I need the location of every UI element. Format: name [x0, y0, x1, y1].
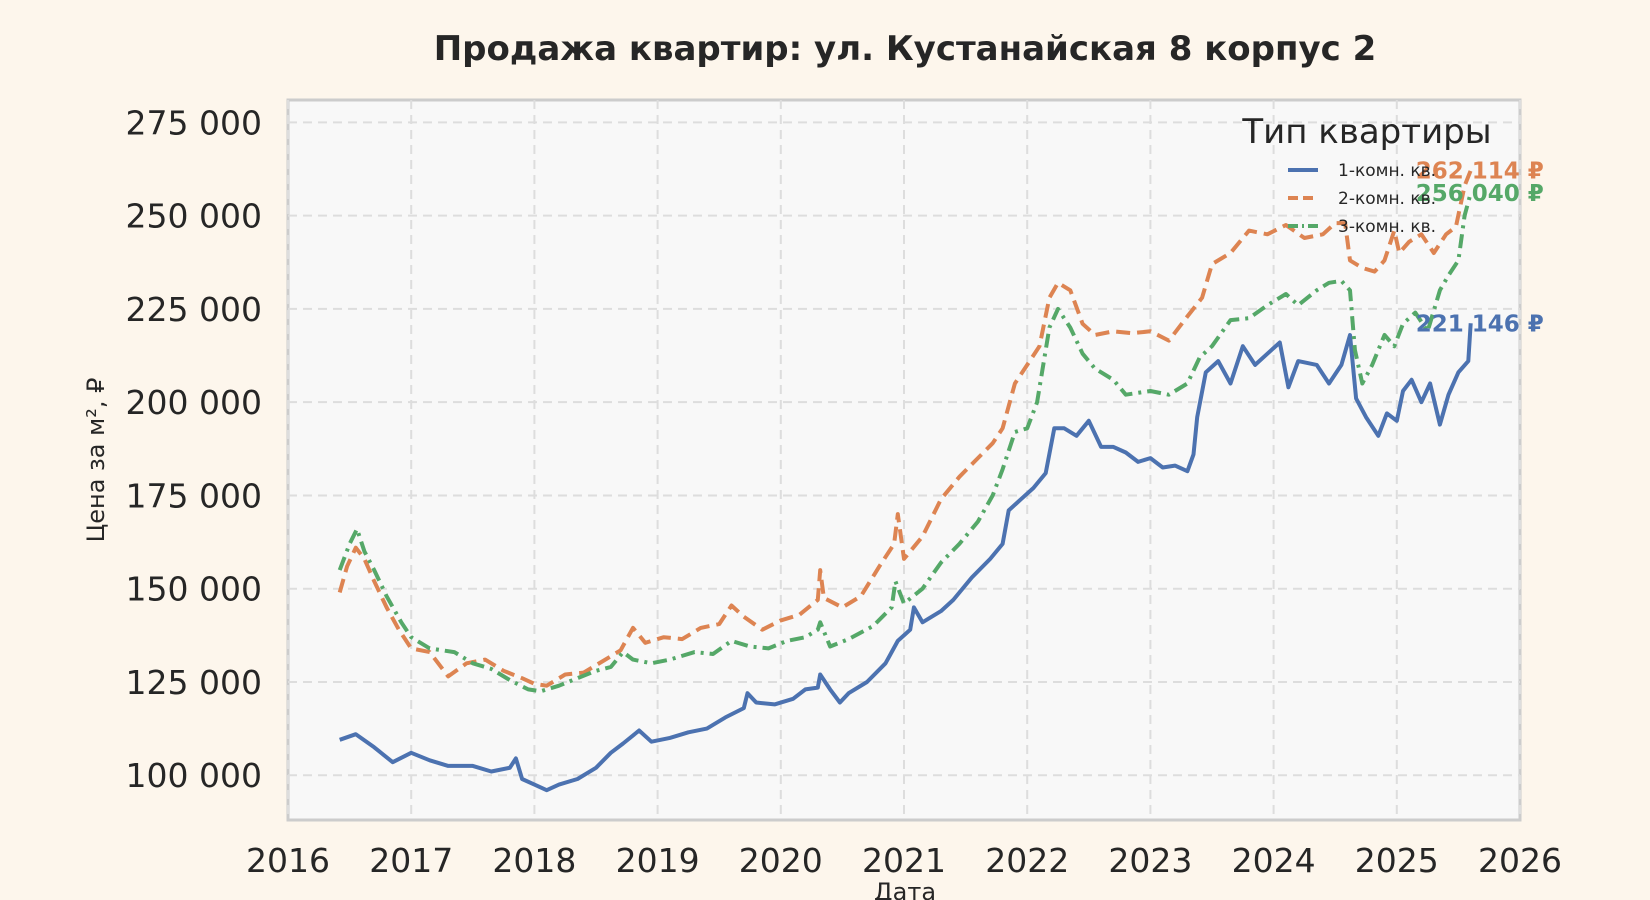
legend-label-2: 2-комн. кв. [1338, 189, 1436, 209]
x-tick-label: 2021 [862, 841, 946, 880]
y-tick-label: 250 000 [126, 197, 262, 236]
y-axis-ticks: 100 000 125 000 150 000 175 000 200 000 225 0… [126, 103, 262, 795]
y-tick-label: 150 000 [126, 570, 262, 609]
y-tick-label: 125 000 [126, 663, 262, 702]
y-tick-label: 275 000 [126, 103, 262, 142]
y-tick-label: 200 000 [126, 383, 262, 422]
series-line-1 [339, 323, 1473, 793]
legend-title: Тип квартиры [1241, 112, 1491, 152]
x-axis-ticks: 2016 2017 2018 2019 2020 2021 2022 2023 2024 2025… [246, 841, 1562, 880]
y-tick-label: 100 000 [126, 756, 262, 795]
y-tick-label: 175 000 [126, 476, 262, 515]
legend-label-3: 3-комн. кв. [1338, 217, 1436, 237]
legend-label-1: 1-комн. кв. [1338, 161, 1436, 181]
data-series [337, 169, 1473, 793]
grid-lines [287, 100, 1521, 820]
series-end-label-2: 262 114 ₽ [1416, 158, 1544, 184]
x-tick-label: 2019 [616, 841, 700, 880]
end-value-labels: 221 146 ₽ 262 114 ₽256 040 ₽ [1416, 158, 1544, 337]
x-tick-label: 2017 [369, 841, 453, 880]
y-tick-label: 225 000 [126, 290, 262, 329]
x-tick-label: 2016 [246, 841, 330, 880]
x-tick-label: 2025 [1355, 841, 1439, 880]
series-line-2 [337, 169, 1473, 688]
x-tick-label: 2024 [1232, 841, 1316, 880]
x-tick-label: 2020 [739, 841, 823, 880]
series-end-label-1: 221 146 ₽ [1416, 311, 1544, 337]
legend: Тип квартиры 1-комн. кв. 2-комн. кв. 3-к… [1241, 112, 1491, 237]
series-end-label-3: 256 040 ₽ [1416, 181, 1544, 207]
legend-entry-2: 2-комн. кв. [1288, 189, 1436, 209]
x-tick-label: 2023 [1108, 841, 1192, 880]
series-line-3 [337, 192, 1473, 694]
x-axis-label: Дата [874, 878, 936, 900]
legend-entry-1: 1-комн. кв. [1288, 161, 1436, 181]
chart-title: Продажа квартир: ул. Кустанайская 8 корп… [434, 29, 1377, 69]
y-axis-label: Цена за м², ₽ [82, 378, 110, 543]
x-tick-label: 2018 [492, 841, 576, 880]
x-tick-label: 2022 [985, 841, 1069, 880]
legend-entry-3: 3-комн. кв. [1288, 217, 1436, 237]
x-tick-label: 2026 [1478, 841, 1562, 880]
